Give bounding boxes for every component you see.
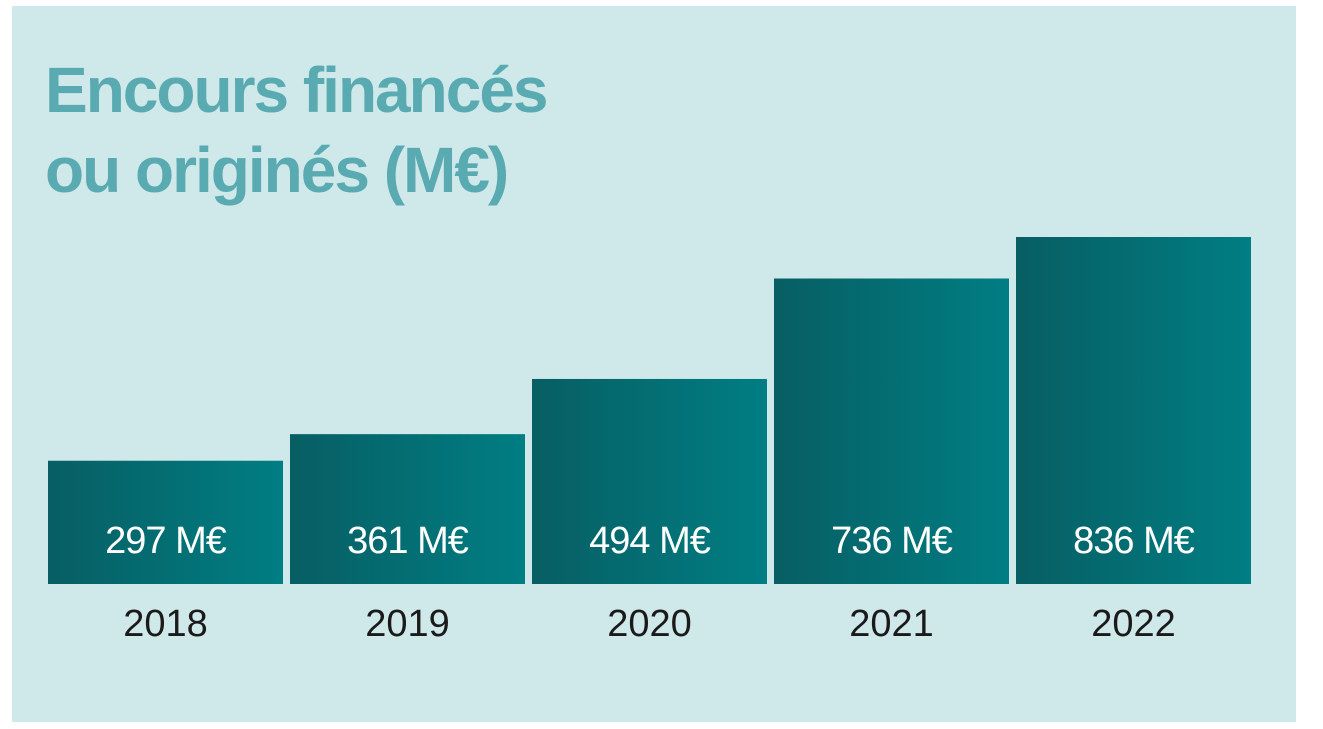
bar-2018 bbox=[48, 460, 283, 584]
bar-value-label-2018: 297 M€ bbox=[105, 520, 227, 562]
x-tick-label-2021: 2021 bbox=[849, 603, 934, 645]
x-tick-label-2018: 2018 bbox=[123, 603, 208, 645]
bar-2019 bbox=[290, 434, 525, 584]
bar-value-label-2019: 361 M€ bbox=[347, 520, 469, 562]
chart-title-line-2: ou originés (M€) bbox=[45, 134, 509, 206]
bar-2021 bbox=[774, 278, 1009, 584]
bar-value-label-2020: 494 M€ bbox=[589, 520, 711, 562]
bar-2020 bbox=[532, 378, 767, 584]
bar-2022 bbox=[1016, 237, 1251, 584]
chart-title-line-1: Encours financés bbox=[45, 54, 548, 126]
x-tick-label-2020: 2020 bbox=[607, 603, 692, 645]
bar-value-label-2022: 836 M€ bbox=[1073, 520, 1195, 562]
x-tick-label-2019: 2019 bbox=[365, 603, 450, 645]
x-tick-label-2022: 2022 bbox=[1091, 603, 1176, 645]
chart-title: Encours financés ou originés (M€) bbox=[45, 50, 548, 210]
bar-value-label-2021: 736 M€ bbox=[831, 520, 953, 562]
